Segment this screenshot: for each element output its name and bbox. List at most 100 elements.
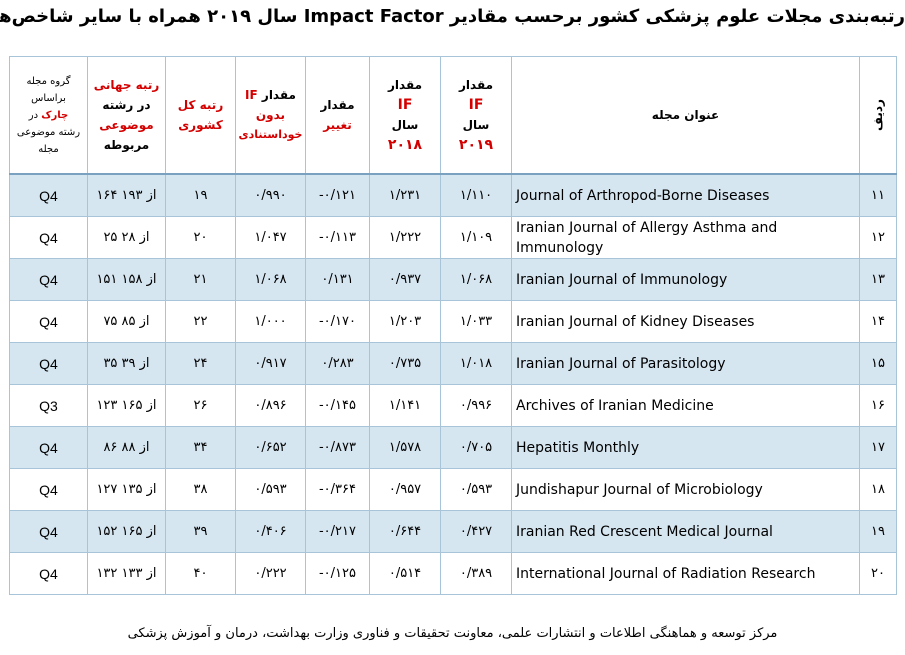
cell-if-2019: ۰/۹۹۶ <box>440 384 512 427</box>
cell-change: -۰/۸۷۳ <box>305 426 370 469</box>
header-ifns-l3: خوداستنادی <box>238 128 303 141</box>
cell-rank: ۱۵ <box>859 342 897 385</box>
cell-group: Q3 <box>9 384 88 427</box>
header-rank-label: ردیف <box>871 99 885 131</box>
cell-if-2019: ۰/۵۹۳ <box>440 468 512 511</box>
header-group-quartile: چارک <box>41 109 69 121</box>
table-row: Q4 ۷۵ از ۸۵ ۲۲ ۱/۰۰۰ -۰/۱۷۰ ۱/۲۰۳ ۱/۰۳۳ Iranian… <box>9 300 897 343</box>
cell-if-2019: ۰/۷۰۵ <box>440 426 512 469</box>
table-row: Q4 ۲۵ از ۲۸ ۲۰ ۱/۰۴۷ -۰/۱۱۳ ۱/۲۲۲ ۱/۱۰۹ Iranian… <box>9 216 897 259</box>
cell-if-no-self: ۱/۰۰۰ <box>235 300 306 343</box>
table-body: Q4 ۱۶۴ از ۱۹۳ ۱۹ ۰/۹۹۰ -۰/۱۲۱ ۱/۲۳۱ ۱/۱۱۰ Journ… <box>9 173 897 595</box>
cell-rank: ۱۴ <box>859 300 897 343</box>
cell-change: -۰/۱۱۳ <box>305 216 370 259</box>
cell-world-rank: ۱۶۴ از ۱۹۳ <box>87 173 166 217</box>
cell-change: ۰/۲۸۳ <box>305 342 370 385</box>
cell-journal: Iranian Journal of Immunology <box>511 258 860 301</box>
cell-if-2019: ۱/۱۰۹ <box>440 216 512 259</box>
cell-rank: ۱۳ <box>859 258 897 301</box>
header-country-l1: رتبه کل <box>177 98 224 112</box>
cell-change: -۰/۱۴۵ <box>305 384 370 427</box>
cell-rank: ۲۰ <box>859 552 897 595</box>
cell-change: -۰/۱۷۰ <box>305 300 370 343</box>
header-world-l3: موضوعی <box>99 118 154 132</box>
header-ifns-amount: مقدار <box>261 88 296 102</box>
cell-group: Q4 <box>9 173 88 217</box>
header-group-l4: رشته موضوعی <box>16 126 81 138</box>
cell-world-rank: ۷۵ از ۸۵ <box>87 300 166 343</box>
cell-if-2019: ۰/۳۸۹ <box>440 552 512 595</box>
table-row: Q3 ۱۲۳ از ۱۶۵ ۲۶ ۰/۸۹۶ -۰/۱۴۵ ۱/۱۴۱ ۰/۹۹۶ Archi… <box>9 384 897 427</box>
journals-table: گروه مجله براساس چارک در رشته موضوعی مجل… <box>9 56 897 595</box>
cell-change: ۰/۱۳۱ <box>305 258 370 301</box>
cell-group: Q4 <box>9 426 88 469</box>
header-change-l1: مقدار <box>320 98 355 112</box>
cell-group: Q4 <box>9 258 88 301</box>
cell-if-2019: ۱/۱۱۰ <box>440 173 512 217</box>
table-row: Q4 ۱۵۲ از ۱۶۵ ۳۹ ۰/۴۰۶ -۰/۲۱۷ ۰/۶۴۴ ۰/۴۲۷ Irani… <box>9 510 897 553</box>
header-change-l2: تغییر <box>323 118 352 132</box>
header-world-l1: رتبه جهانی <box>93 78 160 92</box>
cell-country-rank: ۱۹ <box>165 173 236 217</box>
cell-rank: ۱۲ <box>859 216 897 259</box>
header-world-l2: در رشته <box>102 98 151 112</box>
cell-if-2019: ۰/۴۲۷ <box>440 510 512 553</box>
cell-group: Q4 <box>9 552 88 595</box>
cell-world-rank: ۱۵۲ از ۱۶۵ <box>87 510 166 553</box>
cell-if-2018: ۰/۵۱۴ <box>369 552 441 595</box>
cell-rank: ۱۷ <box>859 426 897 469</box>
header-world-rank: رتبه جهانی در رشته موضوعی مربوطه <box>87 56 166 175</box>
cell-if-2018: ۱/۱۴۱ <box>369 384 441 427</box>
cell-change: -۰/۱۲۵ <box>305 552 370 595</box>
cell-world-rank: ۱۲۷ از ۱۳۵ <box>87 468 166 511</box>
footer-credit: مرکز توسعه و هماهنگی اطلاعات و انتشارات … <box>127 626 778 641</box>
cell-if-2018: ۰/۹۵۷ <box>369 468 441 511</box>
header-if-no-self: مقدار IF بدون خوداستنادی <box>235 56 306 175</box>
cell-if-2018: ۱/۲۰۳ <box>369 300 441 343</box>
cell-country-rank: ۳۸ <box>165 468 236 511</box>
cell-if-2018: ۰/۹۳۷ <box>369 258 441 301</box>
cell-if-2018: ۰/۷۳۵ <box>369 342 441 385</box>
header-if18-l2: IF <box>397 97 413 113</box>
cell-country-rank: ۴۰ <box>165 552 236 595</box>
cell-journal: Iranian Journal of Allergy Asthma and Im… <box>511 216 860 259</box>
header-group-l2: براساس <box>31 92 66 104</box>
cell-journal: Jundishapur Journal of Microbiology <box>511 468 860 511</box>
header-if-2018: مقدار IF سال ۲۰۱۸ <box>369 56 441 175</box>
cell-change: -۰/۱۲۱ <box>305 173 370 217</box>
header-if18-l3: سال <box>391 118 419 132</box>
table-row: Q4 ۱۶۴ از ۱۹۳ ۱۹ ۰/۹۹۰ -۰/۱۲۱ ۱/۲۳۱ ۱/۱۱۰ Journ… <box>9 173 897 217</box>
cell-journal: Iranian Journal of Kidney Diseases <box>511 300 860 343</box>
cell-journal: Iranian Journal of Parasitology <box>511 342 860 385</box>
header-if18-l4: ۲۰۱۸ <box>387 137 423 153</box>
header-if19-l2: IF <box>468 97 484 113</box>
table-row: Q4 ۸۶ از ۸۸ ۳۴ ۰/۶۵۲ -۰/۸۷۳ ۱/۵۷۸ ۰/۷۰۵ Hepatit… <box>9 426 897 469</box>
table-row: Q4 ۱۲۷ از ۱۳۵ ۳۸ ۰/۵۹۳ -۰/۳۶۴ ۰/۹۵۷ ۰/۵۹۳ Jundi… <box>9 468 897 511</box>
cell-country-rank: ۳۴ <box>165 426 236 469</box>
cell-group: Q4 <box>9 300 88 343</box>
cell-journal: Archives of Iranian Medicine <box>511 384 860 427</box>
cell-world-rank: ۸۶ از ۸۸ <box>87 426 166 469</box>
cell-country-rank: ۲۱ <box>165 258 236 301</box>
cell-if-2018: ۰/۶۴۴ <box>369 510 441 553</box>
cell-if-2019: ۱/۰۱۸ <box>440 342 512 385</box>
cell-if-no-self: ۰/۹۹۰ <box>235 173 306 217</box>
header-row: گروه مجله براساس چارک در رشته موضوعی مجل… <box>9 56 897 175</box>
header-world-l4: مربوطه <box>103 138 150 152</box>
page-title: رتبه‌بندی مجلات علوم پزشکی کشور برحسب مق… <box>0 6 905 27</box>
header-group-l3: چارک در <box>11 107 87 124</box>
cell-if-2019: ۱/۰۶۸ <box>440 258 512 301</box>
cell-if-2019: ۱/۰۳۳ <box>440 300 512 343</box>
cell-country-rank: ۲۶ <box>165 384 236 427</box>
header-country-rank: رتبه کل کشوری <box>165 56 236 175</box>
cell-group: Q4 <box>9 468 88 511</box>
header-group-l1: گروه مجله <box>26 75 71 87</box>
header-ifns-l1: مقدار IF <box>237 85 305 105</box>
cell-if-no-self: ۰/۵۹۳ <box>235 468 306 511</box>
cell-journal: Journal of Arthropod-Borne Diseases <box>511 173 860 217</box>
table-row: Q4 ۳۵ از ۳۹ ۲۴ ۰/۹۱۷ ۰/۲۸۳ ۰/۷۳۵ ۱/۰۱۸ Iranian … <box>9 342 897 385</box>
cell-if-2018: ۱/۲۳۱ <box>369 173 441 217</box>
cell-group: Q4 <box>9 216 88 259</box>
header-country-l2: کشوری <box>178 118 223 132</box>
table-row: Q4 ۱۳۲ از ۱۳۳ ۴۰ ۰/۲۲۲ -۰/۱۲۵ ۰/۵۱۴ ۰/۳۸۹ Inter… <box>9 552 897 595</box>
